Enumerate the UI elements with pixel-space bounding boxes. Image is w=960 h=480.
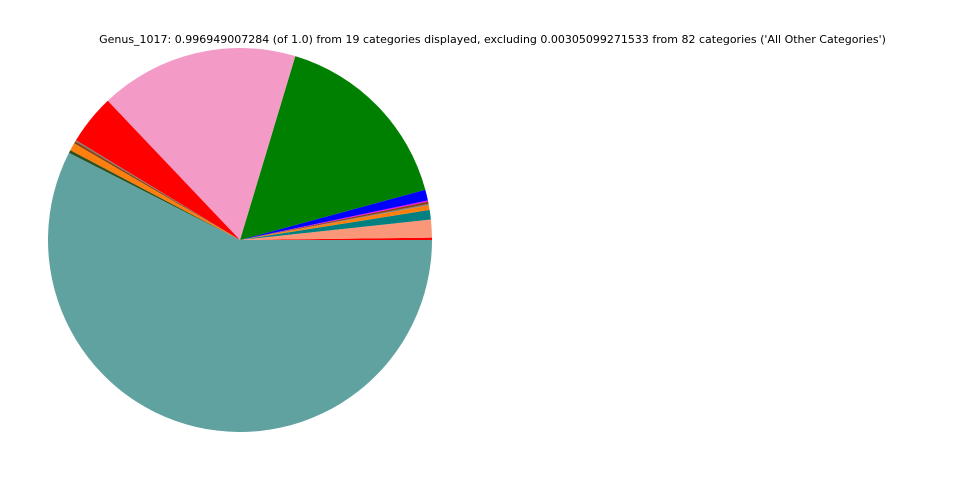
- pie-slice-9: [107, 47, 296, 240]
- pie-slice-14: [68, 150, 240, 240]
- pie-slice-0: [240, 237, 432, 240]
- pie-slice-11: [75, 140, 241, 240]
- pie-slice-5: [240, 201, 429, 240]
- pie-slice-6: [240, 200, 429, 240]
- pie-slice-4: [240, 203, 429, 240]
- pie-slice-2: [240, 209, 431, 240]
- pie-slice-7: [240, 189, 428, 240]
- pie-slice-10: [75, 100, 240, 241]
- pie-slice-15: [47, 152, 433, 433]
- pie-slice-3: [240, 205, 430, 240]
- pie-slice-8: [240, 56, 426, 241]
- chart-title: Genus_1017: 0.996949007284 (of 1.0) from…: [99, 33, 886, 46]
- pie-slice-1: [240, 219, 432, 240]
- pie-slice-12: [74, 141, 240, 240]
- pie-slice-13: [70, 143, 240, 240]
